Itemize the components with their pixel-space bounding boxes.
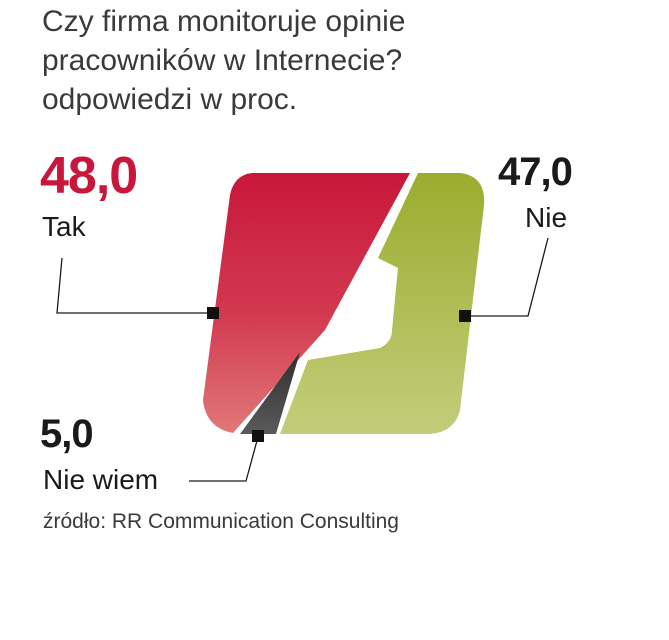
marker-tak	[207, 307, 219, 319]
marker-nie	[459, 310, 471, 322]
marker-nie-wiem	[252, 430, 264, 442]
value-label-nie: 47,0	[498, 150, 573, 194]
category-label-nie: Nie	[525, 202, 568, 233]
leader-line-tak	[56, 257, 210, 314]
value-label-nie-wiem: 5,0	[40, 412, 94, 456]
slice-nie-wiem	[240, 352, 300, 434]
leader-line-nie-wiem	[189, 436, 259, 482]
leader-line-nie	[467, 237, 549, 317]
chart-title-block: Czy firma monitoruje opinie pracowników …	[42, 2, 602, 119]
chart-title-line-2: pracowników w Internecie?	[42, 44, 403, 77]
slice-tak	[203, 173, 410, 433]
chart-subtitle: odpowiedzi w proc.	[42, 83, 298, 116]
category-label-nie-wiem: Nie wiem	[43, 464, 159, 495]
category-label-tak: Tak	[42, 211, 86, 242]
chart-title-line-1: Czy firma monitoruje opinie	[42, 5, 406, 38]
value-label-tak: 48,0	[40, 147, 138, 205]
slice-nie	[280, 173, 485, 434]
source-note: źródło: RR Communication Consulting	[43, 510, 399, 533]
